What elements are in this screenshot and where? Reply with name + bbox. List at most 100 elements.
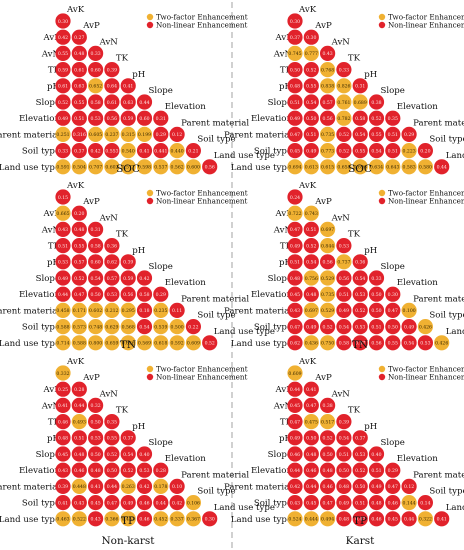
cell-parent-material-elevation: 0.29 [153, 126, 169, 142]
cell-value: 0.54 [339, 436, 349, 442]
cell-value: 0.29 [404, 132, 414, 138]
cell-value: 0.366 [105, 517, 118, 523]
legend-two-factor-label: Two-factor Enhancement [388, 189, 464, 198]
cell-circle [71, 62, 87, 78]
cell-circle [169, 319, 185, 335]
cell-slope-ph: 0.689 [352, 94, 368, 110]
cell-value: 0.52 [107, 452, 117, 458]
cell-circle [55, 29, 71, 45]
cell-value: 0.54 [404, 341, 414, 347]
cell-parent-material-avn: 0.602 [88, 302, 104, 318]
cell-tk-avk: 0.49 [287, 238, 303, 254]
diagonal-label-elevation: Elevation [165, 102, 206, 112]
legend-nonlinear-label: Non-linear Enhancement [156, 373, 248, 382]
diagonal-label-tk: TK [348, 230, 361, 240]
cell-circle [368, 110, 385, 126]
cell-slope-avk: 0.46 [287, 446, 303, 462]
row-label-tk: TK [48, 418, 61, 428]
cell-circle [336, 319, 352, 335]
cell-circle [104, 511, 120, 527]
diagonal-label-ph: pH [364, 70, 378, 80]
cell-value: 0.602 [105, 165, 118, 171]
cell-slope-slope: 0.40 [136, 446, 153, 462]
cell-land-use-type-soil-type: 0.580 [417, 159, 433, 175]
cell-circle [320, 319, 336, 335]
diagonal-label-avk: AvK [298, 357, 317, 367]
row-label-slope: Slope [36, 450, 60, 460]
cell-avp-avk: 0.44 [287, 381, 303, 397]
diagonal-label-slope: Slope [149, 438, 173, 448]
cell-value: 0.100 [403, 308, 416, 314]
cell-value: 0.171 [73, 308, 86, 314]
cell-circle [88, 45, 104, 62]
row-label-avn: AvN [273, 225, 293, 235]
cell-circle [120, 302, 136, 318]
diagonal-label-land-use-type: Land use type [214, 151, 275, 161]
cell-soil-type-avn: 0.773 [320, 143, 336, 159]
cell-value: 0.49 [123, 500, 133, 506]
diagonal-label-soil-type: Soil type [429, 311, 464, 321]
cell-parent-material-slope: 0.50 [368, 302, 385, 318]
cell-circle [71, 302, 87, 318]
cell-soil-type-ph: 0.568 [120, 319, 136, 335]
cell-circle [120, 94, 136, 110]
cell-tk-avn: 0.50 [88, 414, 104, 430]
cell-circle [287, 319, 303, 335]
cell-avp-avk: 0.42 [55, 29, 71, 45]
cell-circle [287, 189, 303, 205]
panel-title: SOC [116, 163, 140, 175]
cell-circle [88, 430, 104, 446]
diagonal-label-avp: AvP [82, 21, 100, 31]
cell-value: 0.562 [171, 165, 184, 171]
cell-value: 0.59 [123, 276, 133, 282]
cell-circle [401, 495, 417, 511]
cell-value: 0.46 [388, 500, 398, 506]
cell-parent-material-avp: 0.171 [71, 302, 87, 318]
cell-value: 0.735 [321, 132, 334, 138]
cell-ph-avp: 0.54 [303, 254, 319, 270]
cell-circle [401, 302, 417, 318]
cell-soil-type-avk: 0.43 [287, 495, 303, 511]
cell-circle [303, 478, 319, 494]
cell-avk-avk: 0.332 [55, 365, 71, 381]
cell-soil-type-avk: 0.33 [55, 143, 71, 159]
cell-circle [303, 238, 319, 254]
cell-soil-type-elevation: 0.44 [153, 495, 169, 511]
cell-value: 0.49 [339, 500, 349, 506]
cell-value: 0.55 [388, 341, 398, 347]
cell-value: 0.45 [290, 403, 300, 409]
cell-value: 0.48 [322, 468, 332, 474]
diagonal-label-elevation: Elevation [397, 102, 438, 112]
cell-parent-material-avn: 0.735 [320, 126, 336, 142]
cell-avk-avk: 0.24 [287, 189, 303, 205]
cell-value: 0.43 [58, 227, 68, 233]
cell-value: 0.44 [437, 165, 447, 171]
cell-avn-avn: 0.38 [320, 397, 336, 413]
cell-value: 0.41 [90, 484, 100, 490]
cell-value: 0.48 [306, 292, 316, 298]
cell-value: 0.54 [355, 276, 365, 282]
cell-circle [303, 446, 319, 462]
cell-circle [55, 302, 71, 318]
cell-value: 0.826 [337, 84, 350, 90]
cell-value: 0.52 [205, 341, 215, 347]
cell-parent-material-avk: 0.43 [287, 302, 303, 318]
cell-soil-type-ph: 0.55 [352, 143, 368, 159]
cell-circle [352, 78, 368, 94]
cell-circle [287, 110, 303, 126]
cell-circle [287, 221, 303, 237]
cell-tk-avp: 0.52 [303, 238, 319, 254]
cell-value: 0.51 [290, 100, 300, 106]
cell-circle [287, 29, 303, 45]
cell-value: 0.18 [139, 308, 149, 314]
cell-soil-type-slope: 0.48 [368, 495, 385, 511]
cell-land-use-type-land-use-type: 0.44 [434, 159, 450, 175]
cell-circle [55, 286, 71, 302]
cell-land-use-type-parent-material: 0.44 [401, 511, 417, 527]
cell-value: 0.33 [339, 67, 349, 73]
cell-value: 0.48 [290, 84, 300, 90]
row-label-soil-type: Soil type [254, 499, 292, 509]
cell-value: 0.58 [339, 341, 349, 347]
cell-circle [71, 205, 87, 221]
